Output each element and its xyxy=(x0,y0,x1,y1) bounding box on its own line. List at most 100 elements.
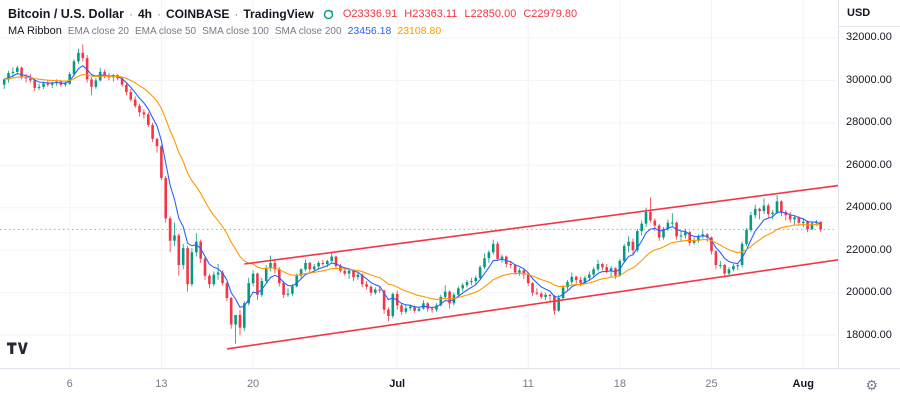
indicator-title[interactable]: MA Ribbon xyxy=(8,25,62,37)
candle-body xyxy=(439,296,443,306)
candle-body xyxy=(387,309,390,316)
candle-body xyxy=(649,212,652,221)
candle-body xyxy=(360,274,364,285)
candle-body xyxy=(574,276,578,280)
price-axis-currency[interactable]: USD xyxy=(839,0,900,27)
candle-body xyxy=(29,78,32,81)
separator-dot: · xyxy=(129,7,133,21)
candle-body xyxy=(190,252,194,285)
candle-body xyxy=(509,264,512,266)
candle-body xyxy=(308,262,312,270)
candle-body xyxy=(243,303,246,328)
time-axis[interactable]: 6 13 20 Jul 11 18 25 Aug ⚙ xyxy=(0,368,900,400)
exchange-label: COINBASE xyxy=(166,7,230,21)
candlestick-chart[interactable] xyxy=(0,0,838,368)
candle-body xyxy=(491,243,495,253)
gear-icon[interactable]: ⚙ xyxy=(865,377,878,393)
candle-body xyxy=(212,274,216,285)
candle-body xyxy=(470,281,473,283)
candle-body xyxy=(369,286,373,293)
candle-body xyxy=(430,308,434,310)
candle-body xyxy=(199,241,202,259)
candle-body xyxy=(151,125,154,139)
candle-body xyxy=(688,232,691,243)
candle-body xyxy=(260,281,264,295)
candle-body xyxy=(518,270,521,273)
tradingview-logo-icon[interactable] xyxy=(7,341,28,361)
candle-body xyxy=(382,290,386,310)
candle-body xyxy=(714,251,718,266)
candle-body xyxy=(282,283,285,295)
candle-body xyxy=(46,83,50,85)
candle-body xyxy=(90,79,93,87)
candle-body xyxy=(356,274,360,278)
open-value: O23336.91 xyxy=(342,8,398,20)
low-value: L22850.00 xyxy=(464,8,517,20)
candle-body xyxy=(557,298,560,311)
symbol-title[interactable]: Bitcoin / U.S. Dollar xyxy=(8,7,124,21)
candle-body xyxy=(186,248,189,285)
candle-body xyxy=(496,243,499,259)
price-axis-label: 26000.00 xyxy=(846,158,892,171)
candle-body xyxy=(195,241,198,253)
interval-label[interactable]: 4h xyxy=(138,7,153,21)
time-axis-label: 11 xyxy=(522,378,534,390)
trend-channel-line[interactable] xyxy=(226,259,838,350)
candle-body xyxy=(326,261,329,264)
candle-body xyxy=(548,294,552,296)
time-axis-label: 6 xyxy=(66,378,73,390)
candle-body xyxy=(500,256,504,259)
candle-body xyxy=(42,83,45,87)
candle-body xyxy=(719,264,722,266)
market-status-icon xyxy=(323,9,334,20)
candle-body xyxy=(561,287,565,298)
candle-body xyxy=(653,220,657,226)
candle-body xyxy=(544,294,547,297)
tradingview-link[interactable]: TradingView xyxy=(243,7,314,21)
indicator-value-sma: 23108.80 xyxy=(397,25,442,37)
candle-body xyxy=(278,269,281,284)
ma-ribbon-slow-line[interactable] xyxy=(4,73,821,300)
candle-body xyxy=(391,293,395,316)
candle-body xyxy=(461,285,464,289)
trend-channel-line[interactable] xyxy=(244,184,838,265)
candle-body xyxy=(321,262,325,264)
candle-body xyxy=(221,272,224,284)
candle-body xyxy=(404,308,408,312)
time-axis-label: Jul xyxy=(389,378,406,390)
candle-body xyxy=(291,286,294,294)
price-axis-label: 20000.00 xyxy=(846,286,892,299)
candle-body xyxy=(68,74,71,84)
candle-body xyxy=(443,291,447,297)
candle-body xyxy=(177,235,181,266)
separator-dot: · xyxy=(157,7,162,21)
candle-body xyxy=(173,235,176,241)
candle-body xyxy=(570,276,574,282)
candle-body xyxy=(286,293,290,295)
candle-body xyxy=(640,223,643,232)
candle-body xyxy=(588,274,591,278)
indicator-value-ema: 23456.18 xyxy=(347,25,392,37)
candle-body xyxy=(378,289,381,291)
candle-body xyxy=(771,212,774,215)
candle-body xyxy=(474,277,478,281)
ma-ribbon-fast-line[interactable] xyxy=(3,64,821,309)
candle-body xyxy=(347,270,351,274)
candle-body xyxy=(636,231,639,251)
candle-body xyxy=(103,71,106,77)
candle-body xyxy=(33,80,36,88)
candle-body xyxy=(216,272,220,275)
candle-body xyxy=(94,80,98,87)
candle-body xyxy=(622,246,626,261)
candle-body xyxy=(535,292,539,294)
candle-body xyxy=(64,83,67,85)
candle-body xyxy=(487,252,491,259)
candle-body xyxy=(697,236,700,241)
price-axis[interactable]: USD 32000.00 30000.00 28000.00 26000.00 2400… xyxy=(838,0,900,368)
candle-body xyxy=(147,114,150,125)
price-axis-label: 24000.00 xyxy=(846,201,892,214)
candle-body xyxy=(77,52,80,62)
candle-body xyxy=(684,232,687,236)
candle-body xyxy=(155,138,159,147)
